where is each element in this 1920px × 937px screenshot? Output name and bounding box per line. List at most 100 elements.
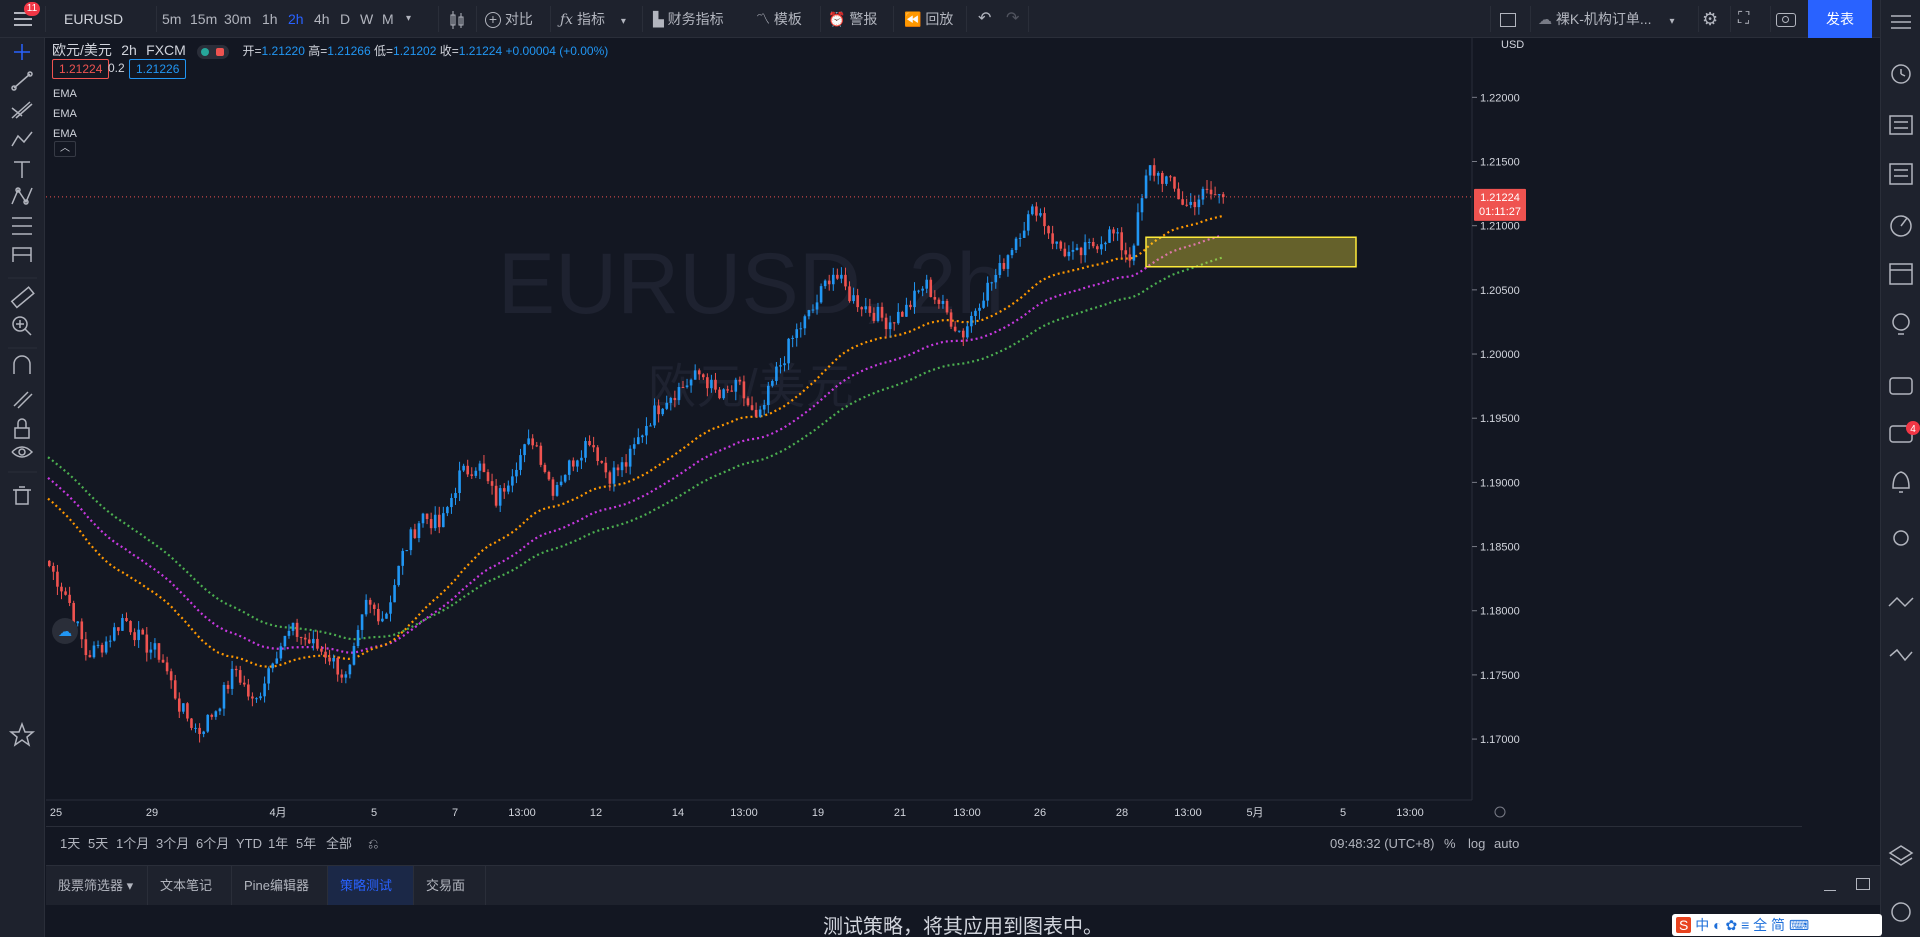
notifications-icon[interactable]	[1892, 471, 1910, 493]
interval-15m[interactable]: 15m	[190, 11, 218, 27]
financials-button[interactable]: ▙ 财务指标	[653, 0, 724, 38]
xabcd-pattern-icon[interactable]	[11, 187, 33, 205]
alarm-clock-icon[interactable]	[1891, 64, 1911, 84]
hotlist-icon[interactable]	[1890, 215, 1912, 237]
minimize-icon[interactable]	[1824, 890, 1836, 891]
chart-style-button[interactable]	[448, 0, 466, 38]
panel-tab[interactable]: Pine编辑器	[232, 866, 328, 906]
publish-button[interactable]: 发表	[1808, 0, 1872, 38]
candle-body	[149, 649, 153, 653]
input-method-bar[interactable]: S 中 ◐ ✿ ≡ 全 简 ⌨	[1672, 914, 1882, 936]
compare-button[interactable]: + 对比	[485, 0, 533, 38]
signals-icon[interactable]	[1893, 530, 1909, 546]
visibility-toggle[interactable]	[197, 44, 230, 59]
percent-toggle[interactable]: %	[1444, 836, 1456, 851]
symbol-search-button[interactable]: EURUSD	[64, 11, 124, 27]
panel-tab[interactable]: 股票筛选器 ▾	[46, 866, 148, 906]
range-button[interactable]: 6个月	[196, 836, 230, 851]
chart-settings-icon[interactable]	[1494, 806, 1506, 818]
fib-retracement-icon[interactable]	[11, 101, 33, 119]
ema-indicator-label[interactable]: EMA	[53, 128, 77, 140]
trash-icon[interactable]	[13, 486, 31, 505]
lock-icon[interactable]	[14, 418, 30, 439]
forecast-icon[interactable]	[12, 217, 32, 235]
interval-chevron-down-icon[interactable]: ▾	[406, 13, 412, 24]
eye-icon[interactable]	[11, 446, 34, 458]
demand-zone-rectangle[interactable]	[1145, 236, 1357, 268]
panel-tab[interactable]: 文本笔记	[148, 866, 232, 906]
chat-icon[interactable]	[1889, 377, 1913, 395]
text-icon[interactable]	[14, 161, 30, 178]
interval-M[interactable]: M	[382, 11, 394, 27]
panel-tab[interactable]: 策略测试器	[328, 866, 414, 933]
time-tick: 13:00	[1396, 807, 1424, 819]
buy-price-button[interactable]: 1.21226	[129, 59, 187, 79]
range-button[interactable]: 全部	[326, 836, 353, 851]
snapshot-button[interactable]	[1776, 0, 1796, 38]
watchlist-icon[interactable]	[1891, 15, 1911, 29]
dom-icon[interactable]	[1889, 648, 1913, 662]
news-icon[interactable]	[1889, 115, 1913, 135]
menu-icon[interactable]	[14, 12, 32, 26]
ema-slow-line[interactable]	[47, 256, 1223, 641]
maximize-icon[interactable]	[1856, 878, 1870, 890]
layout-menu[interactable]: ☁ 裸K-机构订单... ▾	[1538, 0, 1674, 38]
interval-W[interactable]: W	[360, 11, 374, 27]
candle-body	[653, 405, 656, 426]
range-button[interactable]: YTD	[236, 836, 262, 851]
star-icon[interactable]	[8, 721, 36, 747]
ruler-icon[interactable]	[10, 286, 35, 309]
help-icon[interactable]	[1891, 902, 1911, 922]
zoom-in-icon[interactable]	[12, 316, 32, 336]
auto-toggle[interactable]: auto	[1494, 836, 1520, 851]
layers-icon[interactable]	[1888, 845, 1914, 866]
interval-30m[interactable]: 30m	[224, 11, 252, 27]
goto-date-icon[interactable]: ⎌	[368, 836, 379, 851]
legend-title[interactable]: 欧元/美元	[52, 42, 112, 58]
redo-button[interactable]: ↷	[1006, 0, 1019, 38]
ema-indicator-label[interactable]: EMA	[53, 108, 77, 120]
range-button[interactable]: 3个月	[156, 836, 190, 851]
replay-label: 回放	[925, 11, 954, 27]
pattern-icon[interactable]	[11, 131, 33, 147]
trend-line-icon[interactable]	[11, 71, 33, 91]
crosshair-icon[interactable]	[14, 44, 30, 60]
alert-button[interactable]: ⏰ 警报	[828, 0, 877, 38]
order-panel-icon[interactable]	[1888, 596, 1914, 608]
sell-price-button[interactable]: 1.21224	[52, 59, 110, 79]
range-button[interactable]: 1个月	[116, 836, 150, 851]
icons-icon[interactable]	[12, 247, 32, 262]
collapse-legend-button[interactable]: ︿	[54, 141, 76, 157]
ema-indicator-label[interactable]: EMA	[53, 88, 77, 100]
log-toggle[interactable]: log	[1468, 836, 1486, 851]
indicators-button[interactable]: ƒx 指标 ▾	[560, 0, 626, 38]
clock-label[interactable]: 09:48:32 (UTC+8)	[1330, 836, 1435, 851]
panel-tab[interactable]: 交易面板	[414, 866, 486, 933]
fullscreen-select-button[interactable]	[1500, 0, 1516, 38]
ideas-icon[interactable]	[1892, 313, 1910, 335]
tradingview-logo-icon[interactable]: ☁	[52, 618, 78, 644]
interval-1h[interactable]: 1h	[262, 11, 278, 27]
range-button[interactable]: 1天	[60, 836, 81, 851]
range-button[interactable]: 5天	[88, 836, 109, 851]
fullscreen-button[interactable]: ⛶	[1738, 0, 1749, 38]
magnet-icon[interactable]	[13, 355, 31, 374]
interval-2h[interactable]: 2h	[288, 11, 304, 27]
price-chart[interactable]: EURUSD, 2h 欧元/美元 1.22000 1.21500 1.21000 1.…	[46, 38, 1802, 824]
candle-body	[458, 470, 461, 494]
interval-5m[interactable]: 5m	[162, 11, 182, 27]
ema-mid-line[interactable]	[47, 234, 1223, 654]
chart-pane[interactable]: EURUSD, 2h 欧元/美元 1.22000 1.21500 1.21000 1.…	[46, 38, 1802, 824]
templates-button[interactable]: 〽 模板	[756, 0, 802, 38]
calendar-icon[interactable]	[1889, 263, 1913, 285]
range-button[interactable]: 5年	[296, 836, 317, 851]
pencil-lock-icon[interactable]	[13, 391, 33, 409]
interval-D[interactable]: D	[340, 11, 351, 27]
interval-4h[interactable]: 4h	[314, 11, 330, 27]
range-button[interactable]: 1年	[268, 836, 289, 851]
undo-button[interactable]: ↶	[978, 0, 991, 38]
data-window-icon[interactable]	[1889, 163, 1913, 185]
settings-button[interactable]: ⚙	[1702, 0, 1718, 38]
currency-label[interactable]: USD	[1501, 39, 1524, 51]
replay-button[interactable]: ⏪ 回放	[904, 0, 953, 38]
